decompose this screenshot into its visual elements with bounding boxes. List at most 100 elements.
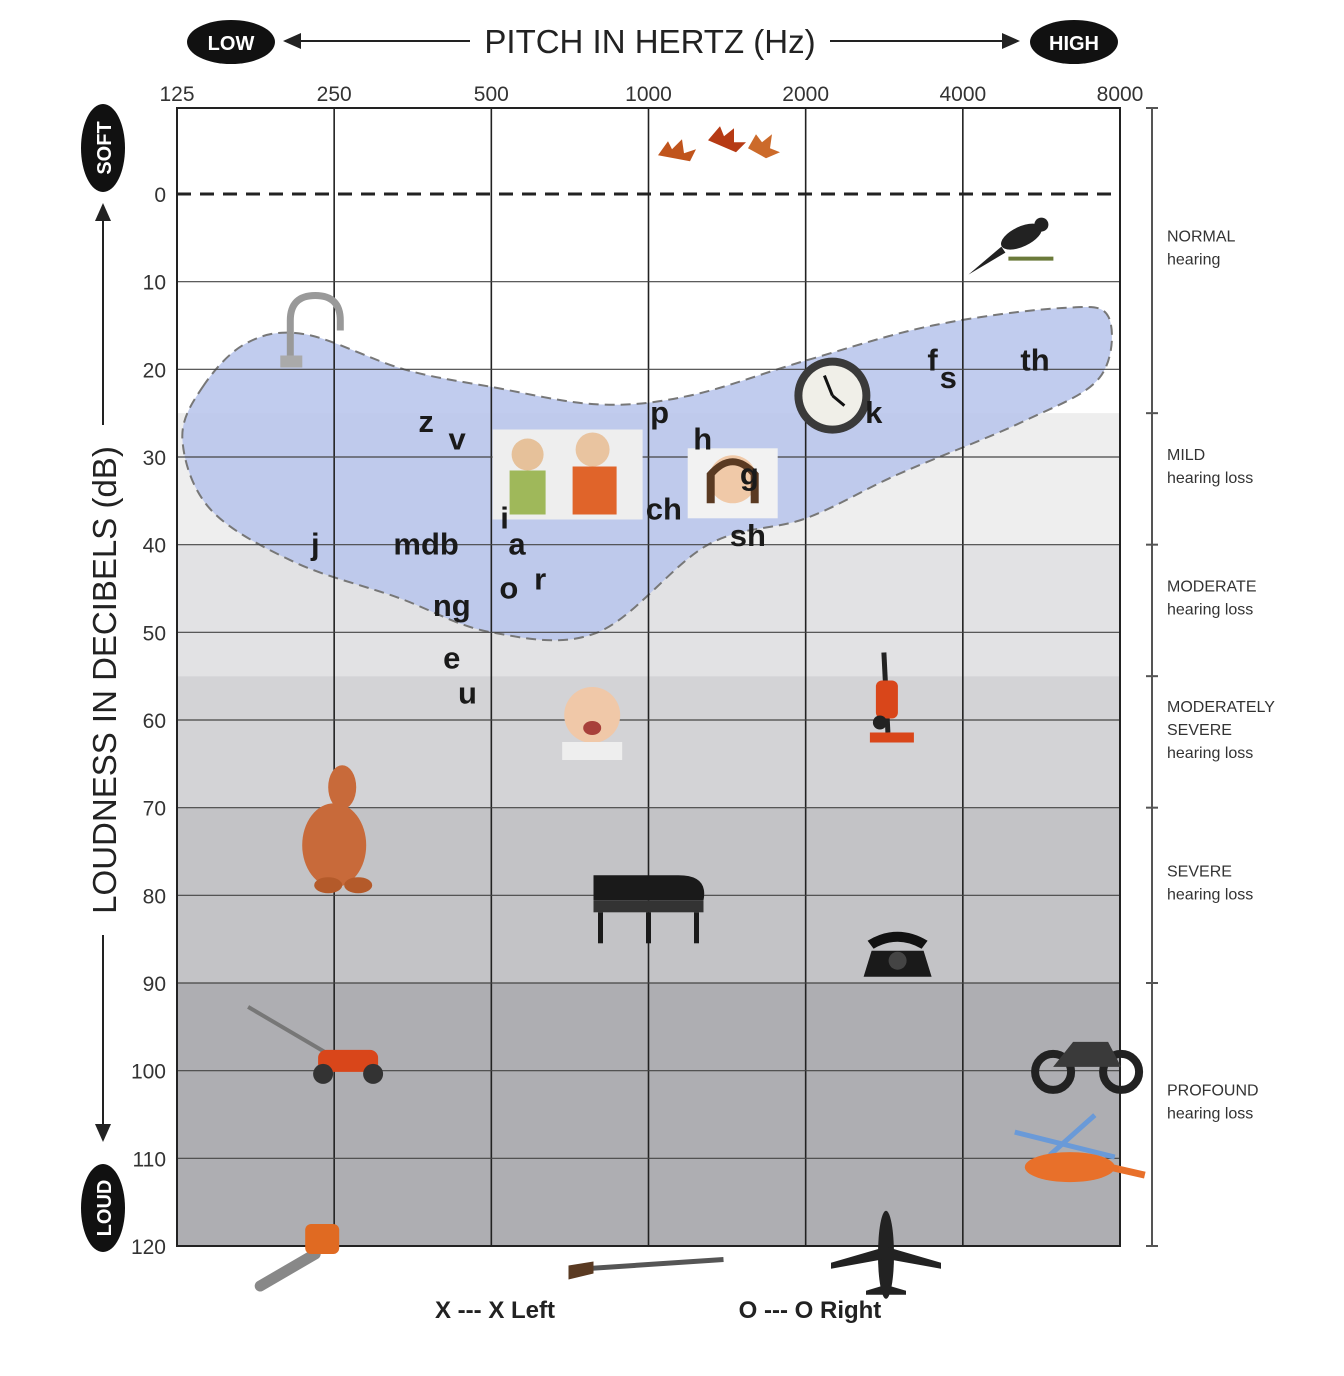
band-label-line: MODERATE: [1167, 578, 1256, 595]
band-label-line: SEVERE: [1167, 863, 1232, 880]
x-axis-title: PITCH IN HERTZ (Hz): [484, 23, 815, 60]
y-tick-label: 50: [143, 622, 166, 645]
band-label-line: NORMAL: [1167, 229, 1236, 246]
speech-sound-z: z: [418, 404, 434, 439]
chainsaw-icon: [254, 1224, 340, 1292]
speech-sound-f: f: [927, 343, 938, 378]
x-tick-label: 8000: [1097, 83, 1144, 106]
speech-sound-ch: ch: [646, 492, 682, 527]
dog-body: [302, 803, 367, 888]
band-label-line: hearing loss: [1167, 745, 1253, 762]
lawnmower-icon: [247, 1005, 384, 1084]
faucet-base: [280, 355, 303, 368]
speech-sound-g: g: [740, 457, 759, 492]
speech-sound-r: r: [534, 562, 546, 597]
heli-rotor: [1048, 1113, 1097, 1157]
band-label-profound: PROFOUND hearing loss: [1167, 1083, 1259, 1123]
speech-sound-sh: sh: [730, 518, 766, 553]
heli-body: [1024, 1152, 1115, 1183]
y-axis-title: LOUDNESS IN DECIBELS (dB): [86, 446, 123, 914]
dog-icon: [302, 765, 373, 894]
speech-sound-th: th: [1020, 343, 1049, 378]
y-tick-label: 70: [143, 798, 166, 821]
y-tick-label: 80: [143, 885, 166, 908]
y-tick-label: 90: [143, 973, 166, 996]
mower-wheel: [313, 1063, 334, 1084]
speech-sound-mdb: mdb: [393, 527, 458, 562]
loud-pill: [81, 1164, 125, 1252]
speech-sound-ng: ng: [433, 588, 471, 623]
band-label-moderate: MODERATE hearing loss: [1167, 578, 1256, 618]
shotgun-stock: [568, 1261, 594, 1280]
leaves-icon: [658, 126, 780, 162]
y-tick-label: 40: [143, 535, 166, 558]
clock-hand: [823, 375, 834, 397]
y-tick-label: 110: [133, 1148, 166, 1171]
speech-sound-u: u: [458, 676, 477, 711]
y-tick-label: 60: [143, 710, 166, 733]
x-tick-labels: 125 250 500 1000 2000 4000 8000: [159, 83, 1143, 106]
soft-pill: [81, 104, 125, 192]
speech-sound-a: a: [508, 527, 526, 562]
x-tick-label: 125: [159, 83, 194, 106]
airplane-icon: [831, 1210, 941, 1299]
bird-icon: [968, 217, 1054, 275]
soft-label: SOFT: [94, 121, 116, 174]
leaf-shape: [708, 126, 746, 153]
person-head: [575, 432, 610, 467]
speech-sound-o: o: [499, 571, 518, 606]
vacuum-head: [869, 732, 914, 743]
dog-paw: [344, 877, 373, 894]
bird-body: [1001, 223, 1042, 250]
chainsaw-body: [305, 1224, 340, 1254]
dog-paw: [314, 877, 343, 894]
legend-left: X --- X Left: [435, 1297, 555, 1324]
faucet-pipe: [286, 291, 344, 366]
speech-sound-s: s: [940, 360, 957, 395]
leaf-shape: [658, 139, 696, 162]
speech-banana: [181, 306, 1113, 642]
heli-tail: [1109, 1163, 1146, 1179]
y-tick-label: 20: [143, 359, 166, 382]
shotgun-icon: [568, 1257, 724, 1280]
faucet-icon: [280, 291, 344, 368]
low-pill: [187, 20, 275, 64]
loud-label: LOUD: [94, 1180, 116, 1237]
mower-handle: [247, 1005, 335, 1059]
y-axis-title-group: SOFT LOUDNESS IN DECIBELS (dB) LOUD: [81, 104, 125, 1252]
mower-wheel: [363, 1063, 384, 1084]
hearing-band-labels: NORMAL hearing MILD hearing loss MODERATE hea…: [1167, 229, 1275, 1123]
band-label-mild: MILD hearing loss: [1167, 447, 1253, 487]
plane-tail: [866, 1284, 906, 1295]
moto-wheel: [1031, 1049, 1076, 1094]
dog-head: [328, 765, 357, 810]
vacuum-body: [875, 680, 898, 719]
mower-body: [318, 1049, 379, 1072]
moto-frame: [1053, 1041, 1122, 1067]
helicopter-icon: [1014, 1113, 1146, 1183]
plot-frame: [176, 107, 1121, 1247]
high-pill: [1030, 20, 1118, 64]
plane-wings: [831, 1246, 941, 1269]
high-label: HIGH: [1049, 33, 1099, 55]
baby-face: [564, 687, 621, 743]
x-tick-label: 1000: [625, 83, 672, 106]
person-body: [509, 470, 546, 515]
y-tick-label: 10: [143, 272, 166, 295]
speech-sound-j: j: [310, 527, 320, 562]
x-tick-label: 4000: [939, 83, 986, 106]
band-label-line: hearing loss: [1167, 886, 1253, 903]
person-head: [511, 438, 544, 471]
band-label-line: PROFOUND: [1167, 1083, 1259, 1100]
x-axis-title-group: LOW PITCH IN HERTZ (Hz) HIGH: [187, 20, 1118, 64]
band-bracket: [1146, 107, 1158, 1247]
band-label-moderately: MODERATELY SEVERE hearing loss: [1167, 699, 1275, 762]
person-body: [572, 466, 617, 515]
motorcycle-icon: [1031, 1041, 1144, 1094]
child-hair: [706, 458, 759, 504]
band-label-line: MILD: [1167, 447, 1205, 464]
piano-icon: [593, 875, 705, 944]
x-tick-label: 2000: [782, 83, 829, 106]
vacuum-wheel: [872, 715, 887, 730]
y-tick-label: 30: [143, 447, 166, 470]
